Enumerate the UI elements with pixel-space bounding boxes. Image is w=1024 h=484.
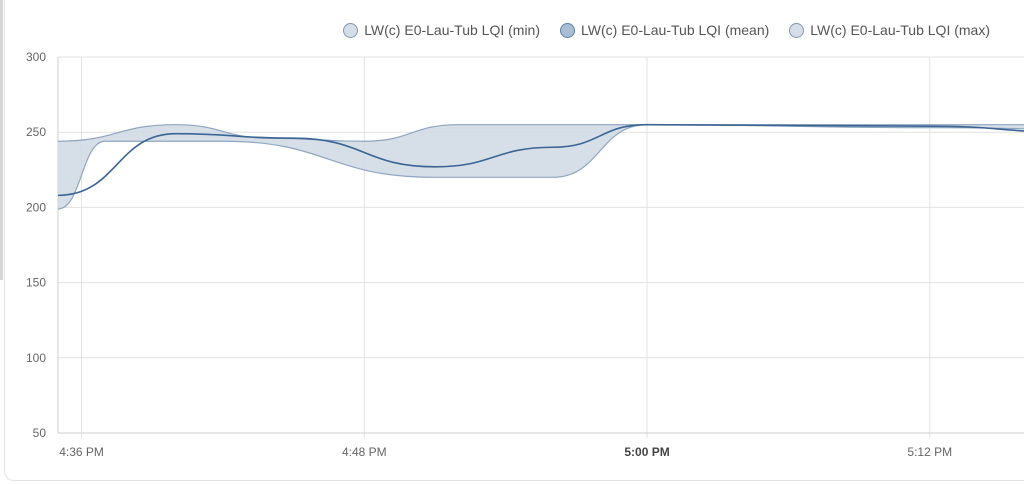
y-tick-label: 250 bbox=[26, 125, 46, 139]
legend-label-max: LW(c) E0-Lau-Tub LQI (max) bbox=[810, 22, 990, 38]
legend-swatch-min bbox=[343, 22, 359, 38]
legend-item-min[interactable]: LW(c) E0-Lau-Tub LQI (min) bbox=[343, 22, 540, 38]
scrollbar[interactable] bbox=[0, 0, 3, 280]
series-line-max bbox=[57, 124, 1024, 142]
y-tick-label: 200 bbox=[26, 200, 46, 214]
legend-label-min: LW(c) E0-Lau-Tub LQI (min) bbox=[364, 22, 541, 38]
chart-card bbox=[4, 0, 1024, 481]
x-tick-label: 5:00 PM bbox=[624, 445, 669, 459]
y-tick-label: 100 bbox=[26, 351, 46, 365]
x-tick-label: 4:36 PM bbox=[59, 445, 104, 459]
chart-legend: LW(c) E0-Lau-Tub LQI (min) LW(c) E0-Lau-… bbox=[343, 22, 990, 38]
series-line-mean bbox=[57, 123, 1024, 197]
min-max-band bbox=[58, 124, 1024, 209]
y-tick-label: 50 bbox=[33, 426, 47, 440]
legend-item-mean[interactable]: LW(c) E0-Lau-Tub LQI (mean) bbox=[560, 22, 769, 38]
x-tick-label: 4:48 PM bbox=[342, 445, 387, 459]
legend-swatch-max bbox=[789, 22, 805, 38]
legend-swatch-mean bbox=[560, 22, 576, 38]
x-tick-label: 5:12 PM bbox=[907, 445, 952, 459]
y-tick-label: 150 bbox=[26, 276, 46, 290]
legend-label-mean: LW(c) E0-Lau-Tub LQI (mean) bbox=[581, 22, 770, 38]
y-tick-label: 300 bbox=[26, 50, 46, 64]
legend-item-max[interactable]: LW(c) E0-Lau-Tub LQI (max) bbox=[789, 22, 990, 38]
